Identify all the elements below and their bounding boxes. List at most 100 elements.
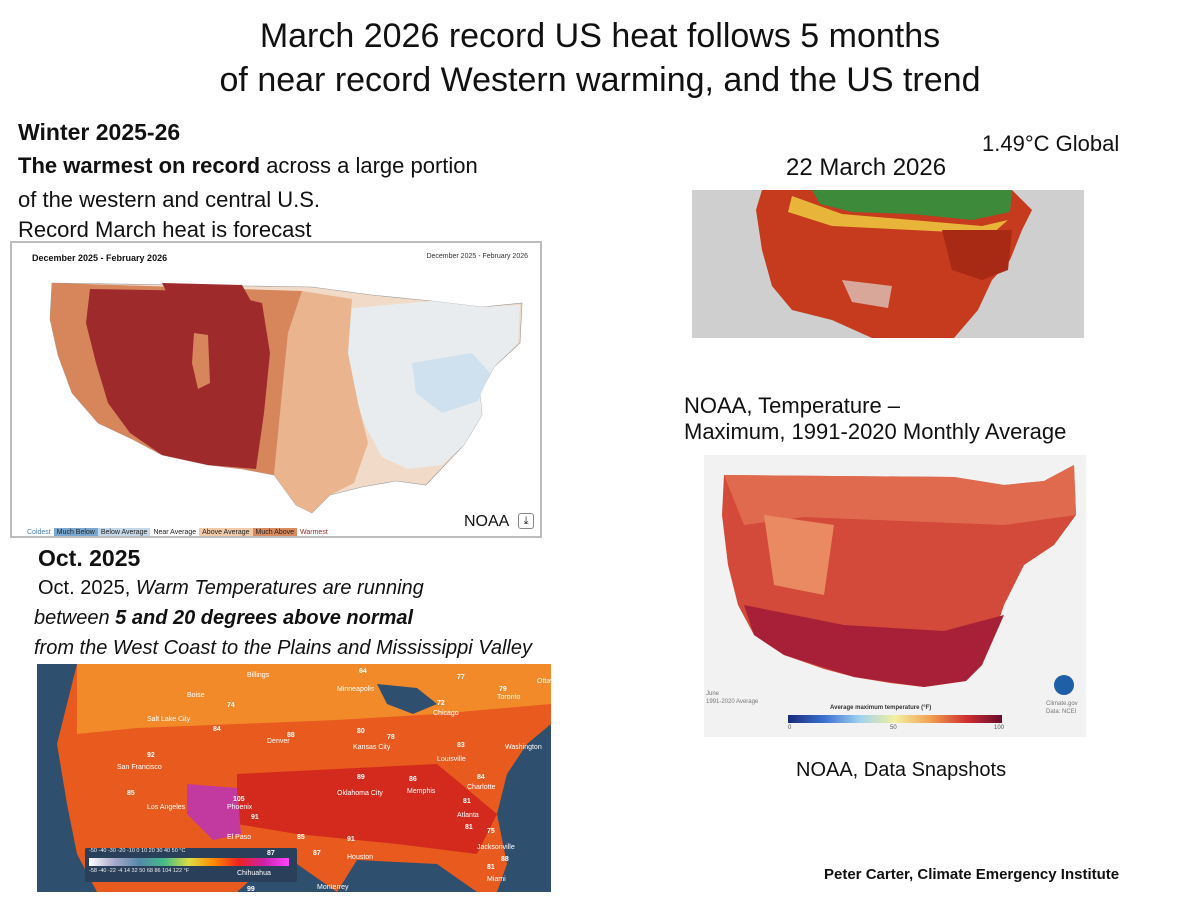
scale-f-0: -58 [89, 868, 97, 874]
winter-map-credit: NOAA [464, 513, 510, 530]
winter-line-1-rest: across a large portion [260, 153, 478, 178]
scale-f-8: 86 [154, 868, 161, 874]
temp-reading: 87 [267, 850, 275, 857]
normals-caption-2: Maximum, 1991-2020 Monthly Average [684, 419, 1067, 444]
city-label: Washington [505, 744, 542, 751]
temp-reading: 105 [233, 796, 245, 803]
city-label: Oklahoma City [337, 790, 383, 797]
global-temp-label: 1.49°C Global [982, 131, 1120, 156]
city-label: El Paso [227, 834, 252, 841]
winter-record-warmest [86, 289, 270, 469]
city-label: Jacksonville [477, 844, 515, 851]
normals-period: 1991-2020 Average [706, 699, 759, 705]
winter-line-1: The warmest on record across a large por… [18, 152, 478, 180]
winter-line-2: of the western and central U.S. [18, 187, 321, 212]
legend-warmest: Warmest [300, 529, 328, 536]
winter-heading: Winter 2025-26 [18, 119, 181, 145]
temp-reading: 79 [499, 686, 507, 693]
temp-reading: 85 [297, 834, 305, 841]
temp-reading: 80 [357, 728, 365, 735]
winter-map-title: December 2025 - February 2026 [32, 253, 168, 263]
october-temp-map: -50 -40 -30 -20 -10 0 10 20 30 40 50 °C … [37, 664, 551, 892]
scale-c-3: -20 [117, 848, 126, 854]
temp-reading: 88 [501, 856, 509, 863]
footer-credit: Peter Carter, Climate Emergency Institut… [824, 866, 1120, 883]
normals-south-dark [744, 605, 1004, 687]
temp-reading: 84 [477, 774, 485, 781]
legend-much-below: Much Below [53, 528, 98, 536]
winter-map-legend: Coldest Much Below Below Average Near Avera… [24, 521, 331, 536]
october-gulf [337, 860, 477, 892]
winter-line-3: Record March heat is forecast [18, 217, 312, 242]
title-line-1: March 2026 record US heat follows 5 mont… [259, 17, 941, 55]
city-label: Ottawa [537, 678, 551, 685]
legend-below-average: Below Average [97, 528, 151, 536]
city-label: Boise [187, 692, 205, 699]
temp-reading: 72 [437, 700, 445, 707]
normals-caption-1: NOAA, Temperature – [684, 393, 901, 418]
october-line-1-a: Oct. 2025, [38, 577, 136, 599]
scale-f-1: -40 [98, 868, 107, 874]
normals-map-shapes [722, 465, 1076, 695]
scale-c-1: -40 [98, 848, 107, 854]
october-line-2-b: 5 and 20 degrees above normal [115, 607, 414, 629]
normals-tick-50: 50 [890, 725, 897, 731]
temp-reading: 64 [359, 668, 367, 675]
october-map-shapes [57, 664, 551, 892]
city-label: Chihuahua [237, 870, 271, 877]
scale-f-10: 122 [172, 868, 183, 874]
normals-source-2: Data: NCEI [1046, 709, 1077, 715]
city-label: Denver [267, 738, 290, 745]
download-icon[interactable]: ⤓ [518, 513, 534, 529]
scale-c-unit: °C [179, 848, 186, 854]
temp-reading: 87 [313, 850, 321, 857]
october-line-2: between 5 and 20 degrees above normal [34, 604, 413, 632]
city-label: Phoenix [227, 804, 253, 811]
temp-reading: 75 [487, 828, 495, 835]
city-label: Los Angeles [147, 804, 186, 811]
march-east-dark [942, 230, 1012, 280]
normals-color-bar [788, 715, 1002, 723]
normals-legend-title: Average maximum temperature (°F) [830, 705, 932, 711]
winter-anomaly-map: December 2025 - February 2026 December 2… [10, 241, 542, 538]
title-line-2: of near record Western warming, and the … [219, 61, 981, 99]
october-heading: Oct. 2025 [38, 545, 141, 571]
winter-record-north [162, 283, 252, 313]
winter-map-title-right: December 2025 - February 2026 [426, 253, 528, 260]
october-line-2-a: between [34, 607, 116, 629]
scale-c-10: 50 [171, 848, 178, 854]
temp-reading: 84 [213, 726, 221, 733]
winter-above-band [274, 291, 368, 513]
march-map-shapes [756, 190, 1032, 338]
scale-f-9: 104 [162, 868, 172, 874]
city-label: Memphis [407, 788, 436, 795]
scale-f-7: 68 [146, 868, 153, 874]
normals-month: June [706, 691, 720, 697]
october-scale-legend: -50 -40 -30 -20 -10 0 10 20 30 40 50 °C … [85, 848, 297, 882]
march-north-green [812, 190, 1012, 220]
winter-inner-much-above [192, 333, 210, 389]
march-date-label: 22 March 2026 [786, 154, 947, 181]
legend-above-average: Above Average [199, 528, 253, 536]
october-south-red [237, 764, 497, 854]
winter-east-below [412, 353, 490, 413]
scale-c-8: 30 [156, 848, 163, 854]
scale-f-unit: °F [183, 868, 190, 874]
city-label: Kansas City [353, 744, 391, 751]
temp-reading: 91 [251, 814, 259, 821]
winter-line-1-bold: The warmest on record [18, 153, 261, 178]
temp-reading: 78 [387, 734, 395, 741]
scale-c-6: 10 [141, 848, 148, 854]
city-label: Charlotte [467, 784, 496, 791]
legend-much-above: Much Above [252, 528, 298, 536]
normals-tick-0: 0 [788, 725, 792, 731]
city-label: Toronto [497, 694, 521, 701]
city-label: Minneapolis [337, 686, 375, 693]
october-scale-f: -58 -40 -22 -4 14 32 50 68 86 104 122 °F [89, 868, 189, 874]
october-line-3: from the West Coast to the Plains and Mi… [34, 637, 532, 659]
scale-f-4: 14 [123, 868, 130, 874]
city-label: Atlanta [457, 812, 479, 819]
october-desert-magenta [187, 784, 241, 840]
winter-map-shapes [49, 282, 523, 514]
october-line-1: Oct. 2025, Warm Temperatures are running [38, 574, 424, 602]
